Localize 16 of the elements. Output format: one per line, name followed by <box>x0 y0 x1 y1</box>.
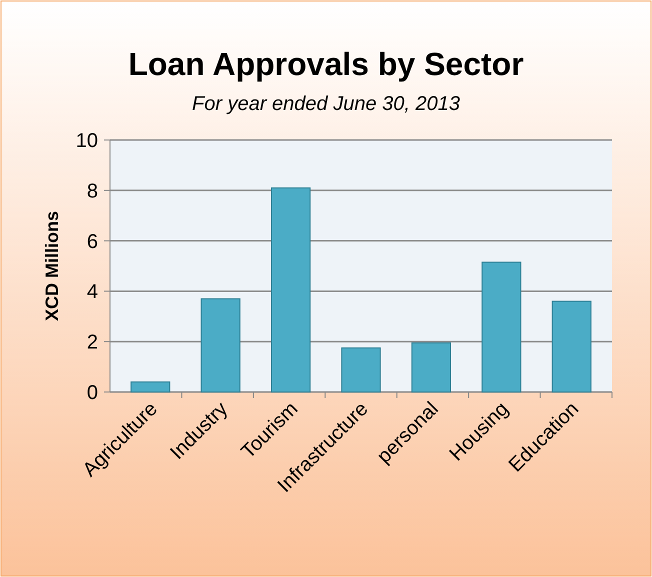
y-axis-title: XCD Millions <box>42 210 62 322</box>
bar <box>130 381 170 392</box>
bar <box>270 187 311 392</box>
y-tick-label: 4 <box>86 281 98 304</box>
y-tick-label: 10 <box>76 130 98 152</box>
y-tick-label: 6 <box>86 230 98 253</box>
bar <box>411 342 452 392</box>
bar <box>552 300 592 392</box>
bar <box>341 347 381 392</box>
y-tick-label: 8 <box>86 180 98 202</box>
chart-title: Loan Approvals by Sector <box>128 46 524 82</box>
chart-subtitle: For year ended June 30, 2013 <box>192 93 460 115</box>
bar <box>200 298 240 392</box>
y-tick-label: 0 <box>86 382 98 404</box>
y-tick-label: 2 <box>86 332 98 354</box>
bar <box>482 262 522 392</box>
